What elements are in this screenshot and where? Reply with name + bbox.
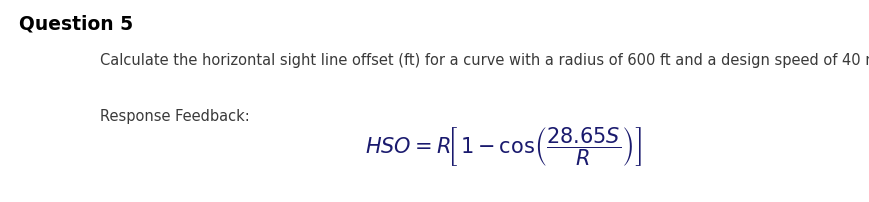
Text: $\mathit{HSO} = \mathit{R}\!\left[\,1 - \cos\!\left(\dfrac{28.65\mathit{S}}{\mat: $\mathit{HSO} = \mathit{R}\!\left[\,1 - … (365, 125, 641, 168)
Text: Question 5: Question 5 (19, 14, 133, 33)
Text: Calculate the horizontal sight line offset (ft) for a curve with a radius of 600: Calculate the horizontal sight line offs… (100, 53, 869, 67)
Text: Response Feedback:: Response Feedback: (100, 109, 249, 124)
